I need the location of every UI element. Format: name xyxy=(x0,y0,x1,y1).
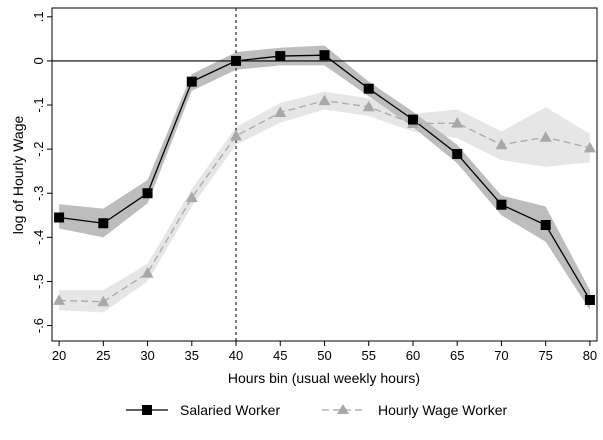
legend-label-salaried: Salaried Worker xyxy=(180,402,280,418)
ci-band-hourly xyxy=(59,91,590,313)
x-axis-title: Hours bin (usual weekly hours) xyxy=(228,370,420,386)
x-tick-label-40: 40 xyxy=(229,348,243,363)
y-tick-label-3: -.2 xyxy=(31,142,46,157)
y-axis-ticks: .1 0 -.1 -.2 -.3 -.4 -.5 -.6 xyxy=(31,11,52,333)
x-tick-label-60: 60 xyxy=(406,348,420,363)
y-tick-label-7: -.6 xyxy=(31,318,46,333)
hourly-point-50 xyxy=(318,94,331,106)
x-tick-label-35: 35 xyxy=(185,348,199,363)
hourly-point-20 xyxy=(53,294,66,305)
salaried-point-50 xyxy=(319,50,330,61)
x-tick-label-20: 20 xyxy=(52,348,66,363)
salaried-point-70 xyxy=(496,199,507,210)
y-tick-label-4: -.3 xyxy=(31,186,46,201)
y-tick-label-1: 0 xyxy=(31,57,46,64)
legend-marker-salaried xyxy=(142,405,152,415)
hourly-point-25 xyxy=(97,295,110,307)
x-tick-label-65: 65 xyxy=(450,348,464,363)
salaried-point-65 xyxy=(452,148,463,159)
salaried-point-30 xyxy=(142,188,153,199)
hourly-point-65 xyxy=(451,117,464,128)
hourly-point-80 xyxy=(583,141,596,153)
x-tick-label-50: 50 xyxy=(317,348,331,363)
salaried-point-75 xyxy=(540,220,551,231)
x-tick-label-55: 55 xyxy=(362,348,376,363)
legend-label-hourly: Hourly Wage Worker xyxy=(378,402,507,418)
y-tick-label-0: .1 xyxy=(31,11,46,22)
salaried-point-35 xyxy=(186,76,197,87)
x-tick-label-45: 45 xyxy=(273,348,287,363)
x-tick-label-70: 70 xyxy=(494,348,508,363)
x-tick-label-80: 80 xyxy=(583,348,597,363)
ci-band-salaried xyxy=(59,45,590,311)
x-tick-label-25: 25 xyxy=(96,348,110,363)
y-tick-label-6: -.5 xyxy=(31,274,46,289)
hourly-point-35 xyxy=(185,191,198,203)
salaried-point-55 xyxy=(363,83,374,94)
salaried-point-45 xyxy=(275,51,286,62)
y-tick-label-2: -.1 xyxy=(31,97,46,112)
y-tick-label-5: -.4 xyxy=(31,230,46,245)
salaried-point-40 xyxy=(231,55,242,66)
hourly-point-40 xyxy=(230,129,243,141)
salaried-point-20 xyxy=(54,212,65,223)
legend: Salaried Worker Hourly Wage Worker xyxy=(126,402,507,418)
salaried-point-25 xyxy=(98,218,109,229)
hourly-point-70 xyxy=(495,138,508,150)
hourly-point-75 xyxy=(539,131,552,142)
hourly-point-55 xyxy=(362,100,375,112)
y-axis-title: log of Hourly Wage xyxy=(10,116,26,235)
series-markers xyxy=(53,50,596,307)
x-axis-ticks: 20 25 30 35 40 45 50 55 60 65 70 75 80 xyxy=(52,341,597,363)
hourly-point-45 xyxy=(274,106,287,118)
confidence-bands xyxy=(59,45,590,313)
x-tick-label-30: 30 xyxy=(140,348,154,363)
salaried-point-60 xyxy=(407,114,418,125)
legend-marker-hourly xyxy=(337,404,349,414)
hourly-point-30 xyxy=(141,267,154,278)
x-tick-label-75: 75 xyxy=(538,348,552,363)
salaried-point-80 xyxy=(584,294,595,305)
